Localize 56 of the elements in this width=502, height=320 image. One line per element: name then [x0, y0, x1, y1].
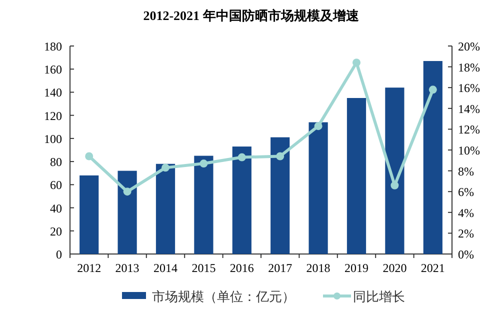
- bar: [270, 137, 290, 254]
- y-tick-label: 180: [44, 40, 62, 54]
- y2-tick-label: 14%: [458, 102, 480, 116]
- y2-tick-label: 4%: [458, 206, 474, 220]
- legend-同比增长: 同比增长: [323, 289, 405, 304]
- y-tick-label: 60: [50, 178, 62, 192]
- legend-label: 同比增长: [353, 289, 405, 304]
- x-tick-label: 2016: [230, 261, 254, 275]
- point: [314, 122, 322, 130]
- point: [238, 153, 246, 162]
- bar: [80, 175, 99, 254]
- y-tick-label: 0: [56, 248, 62, 262]
- y2-tick-label: 8%: [458, 164, 474, 178]
- x-tick-label: 2019: [344, 261, 368, 275]
- y2-tick-label: 10%: [458, 144, 480, 158]
- point: [123, 188, 132, 196]
- x-tick-label: 2015: [192, 261, 216, 275]
- x-tick-label: 2013: [115, 261, 140, 275]
- point: [85, 152, 94, 160]
- y2-tick-label: 6%: [458, 185, 474, 200]
- x-tick-label: 2020: [382, 261, 407, 275]
- point: [200, 160, 208, 168]
- x-tick-label: 2014: [154, 261, 178, 275]
- y-tick-label: 40: [50, 201, 62, 216]
- y-tick-label: 80: [50, 155, 62, 170]
- y2-tick-label: 18%: [458, 60, 480, 74]
- point: [390, 181, 399, 190]
- bar: [308, 122, 328, 254]
- bar: [156, 164, 176, 254]
- bar: [194, 156, 214, 254]
- x-tick-label: 2017: [268, 261, 292, 275]
- point: [162, 164, 170, 172]
- y2-tick-label: 12%: [458, 122, 480, 137]
- y-tick-label: 20: [50, 224, 62, 238]
- point: [428, 86, 437, 94]
- bar: [118, 170, 137, 254]
- y2-tick-label: 0%: [458, 248, 474, 262]
- bar: [385, 88, 404, 254]
- y-tick-label: 140: [44, 86, 62, 100]
- y-tick-label: 120: [44, 108, 62, 123]
- y-tick-label: 160: [44, 62, 62, 77]
- legend-label: 市场规模（单位：亿元）: [152, 289, 295, 304]
- bar: [232, 146, 252, 254]
- y2-tick-label: 20%: [458, 40, 480, 54]
- point: [276, 152, 284, 160]
- legend-市场规模（单位：亿元）: 市场规模（单位：亿元）: [122, 289, 295, 304]
- y-tick-label: 100: [44, 132, 62, 146]
- chart-title: 2012-2021 年中国防晒市场规模及增速: [143, 8, 360, 23]
- point: [352, 58, 360, 67]
- y2-tick-label: 2%: [458, 226, 474, 241]
- bar: [423, 61, 442, 254]
- x-tick-label: 2012: [77, 261, 102, 275]
- x-tick-label: 2021: [420, 261, 445, 275]
- y2-tick-label: 16%: [458, 81, 480, 96]
- bar: [346, 98, 366, 254]
- x-tick-label: 2018: [306, 261, 330, 275]
